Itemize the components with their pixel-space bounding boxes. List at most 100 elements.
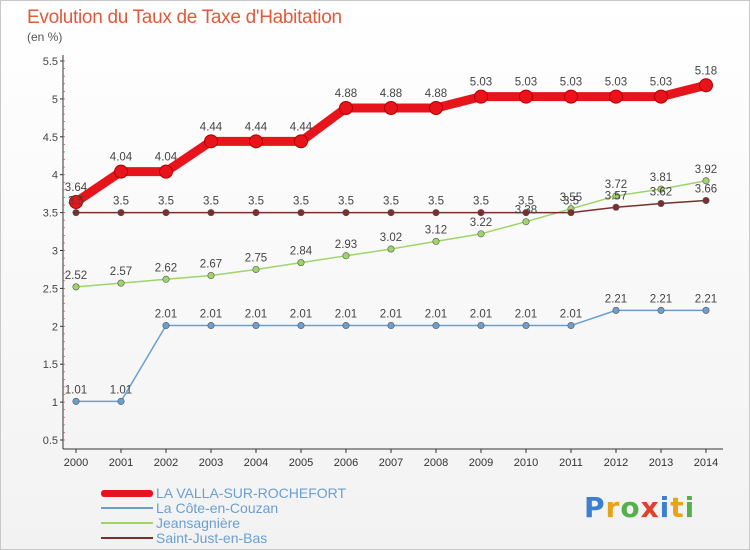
x-tick-label: 2005: [289, 457, 313, 469]
data-point: [117, 397, 125, 405]
data-label: 3.57: [605, 190, 627, 202]
x-tick-label: 2000: [64, 457, 88, 469]
data-point: [387, 245, 395, 253]
data-point: [204, 134, 218, 149]
data-label: 2.84: [290, 246, 313, 258]
data-point: [654, 89, 668, 104]
y-tick-label: 0.5: [43, 435, 58, 447]
data-point: [657, 306, 665, 314]
y-tick-label: 1: [52, 397, 58, 409]
data-point: [252, 322, 260, 330]
data-point: [567, 322, 575, 330]
data-point: [699, 78, 713, 93]
data-point: [612, 192, 620, 200]
legend-swatch-cote: [101, 507, 153, 509]
x-tick-label: 2004: [244, 457, 268, 469]
data-label: 3.66: [695, 183, 717, 195]
data-point: [252, 209, 260, 217]
data-label: 2.75: [245, 252, 267, 264]
data-label: 4.44: [245, 121, 268, 133]
legend-label: La Côte-en-Couzan: [156, 500, 279, 516]
data-point: [69, 194, 83, 209]
data-label: 2.01: [425, 309, 447, 321]
data-point: [297, 259, 305, 267]
data-point: [114, 164, 128, 179]
data-label: 3.5: [203, 196, 219, 208]
data-label: 3.5: [473, 196, 489, 208]
data-point: [342, 252, 350, 260]
data-point: [249, 134, 263, 149]
data-label: 3.02: [380, 232, 402, 244]
data-label: 5.03: [560, 77, 582, 89]
x-tick-label: 2003: [199, 457, 223, 469]
data-label: 3.92: [695, 164, 717, 176]
data-label: 3.22: [470, 217, 492, 229]
data-label: 2.01: [380, 309, 402, 321]
data-point: [207, 322, 215, 330]
data-point: [297, 322, 305, 330]
data-label: 3.5: [338, 196, 354, 208]
y-tick-label: 5.5: [43, 56, 58, 68]
data-point: [567, 209, 575, 217]
data-label: 3.5: [518, 196, 534, 208]
data-label: 2.67: [200, 259, 222, 271]
legend-swatch-saint-just: [101, 537, 153, 539]
data-label: 5.03: [605, 77, 627, 89]
data-point: [387, 322, 395, 330]
data-label: 3.5: [68, 196, 84, 208]
data-point: [252, 265, 260, 273]
x-tick-label: 2006: [334, 457, 358, 469]
x-tick-label: 2011: [559, 457, 583, 469]
legend-label: LA VALLA-SUR-ROCHEFORT: [156, 485, 347, 501]
x-tick-label: 2008: [424, 457, 448, 469]
data-label: 2.21: [695, 293, 717, 305]
data-label: 3.5: [113, 196, 129, 208]
data-point: [657, 200, 665, 208]
y-tick-label: 5: [52, 94, 58, 106]
data-point: [342, 209, 350, 217]
y-tick-label: 3: [52, 246, 58, 258]
data-point: [342, 322, 350, 330]
data-point: [474, 89, 488, 104]
data-label: 5.03: [650, 77, 672, 89]
data-point: [522, 209, 530, 217]
data-point: [612, 306, 620, 314]
data-point: [522, 322, 530, 330]
data-point: [339, 100, 353, 115]
y-tick-label: 4.5: [43, 132, 58, 144]
data-label: 4.88: [425, 88, 447, 100]
legend-swatch-valla: [101, 490, 153, 497]
x-tick-label: 2013: [649, 457, 673, 469]
y-tick-label: 2: [52, 321, 58, 333]
data-label: 3.81: [650, 172, 672, 184]
data-label: 3.5: [248, 196, 264, 208]
data-label: 2.01: [155, 309, 177, 321]
data-label: 2.21: [605, 293, 627, 305]
data-label: 3.5: [563, 196, 579, 208]
x-tick-label: 2002: [154, 457, 178, 469]
data-label: 2.01: [245, 309, 267, 321]
data-label: 3.55: [560, 192, 582, 204]
data-point: [519, 89, 533, 104]
data-label: 1.01: [110, 384, 132, 396]
data-point: [384, 100, 398, 115]
data-label: 2.57: [110, 266, 132, 278]
data-label: 1.01: [65, 384, 87, 396]
data-point: [72, 209, 80, 217]
data-point: [477, 230, 485, 238]
proxiti-logo: Proxiti: [584, 491, 696, 524]
data-point: [162, 322, 170, 330]
data-point: [117, 279, 125, 287]
data-label: 5.03: [515, 77, 537, 89]
data-point: [522, 218, 530, 226]
data-point: [657, 185, 665, 193]
data-point: [207, 272, 215, 280]
data-point: [432, 209, 440, 217]
data-label: 3.64: [65, 182, 88, 194]
data-label: 3.5: [383, 196, 399, 208]
data-point: [477, 209, 485, 217]
data-point: [162, 275, 170, 283]
data-label: 2.01: [335, 309, 357, 321]
